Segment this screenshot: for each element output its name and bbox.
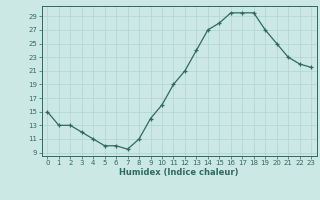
- X-axis label: Humidex (Indice chaleur): Humidex (Indice chaleur): [119, 168, 239, 177]
